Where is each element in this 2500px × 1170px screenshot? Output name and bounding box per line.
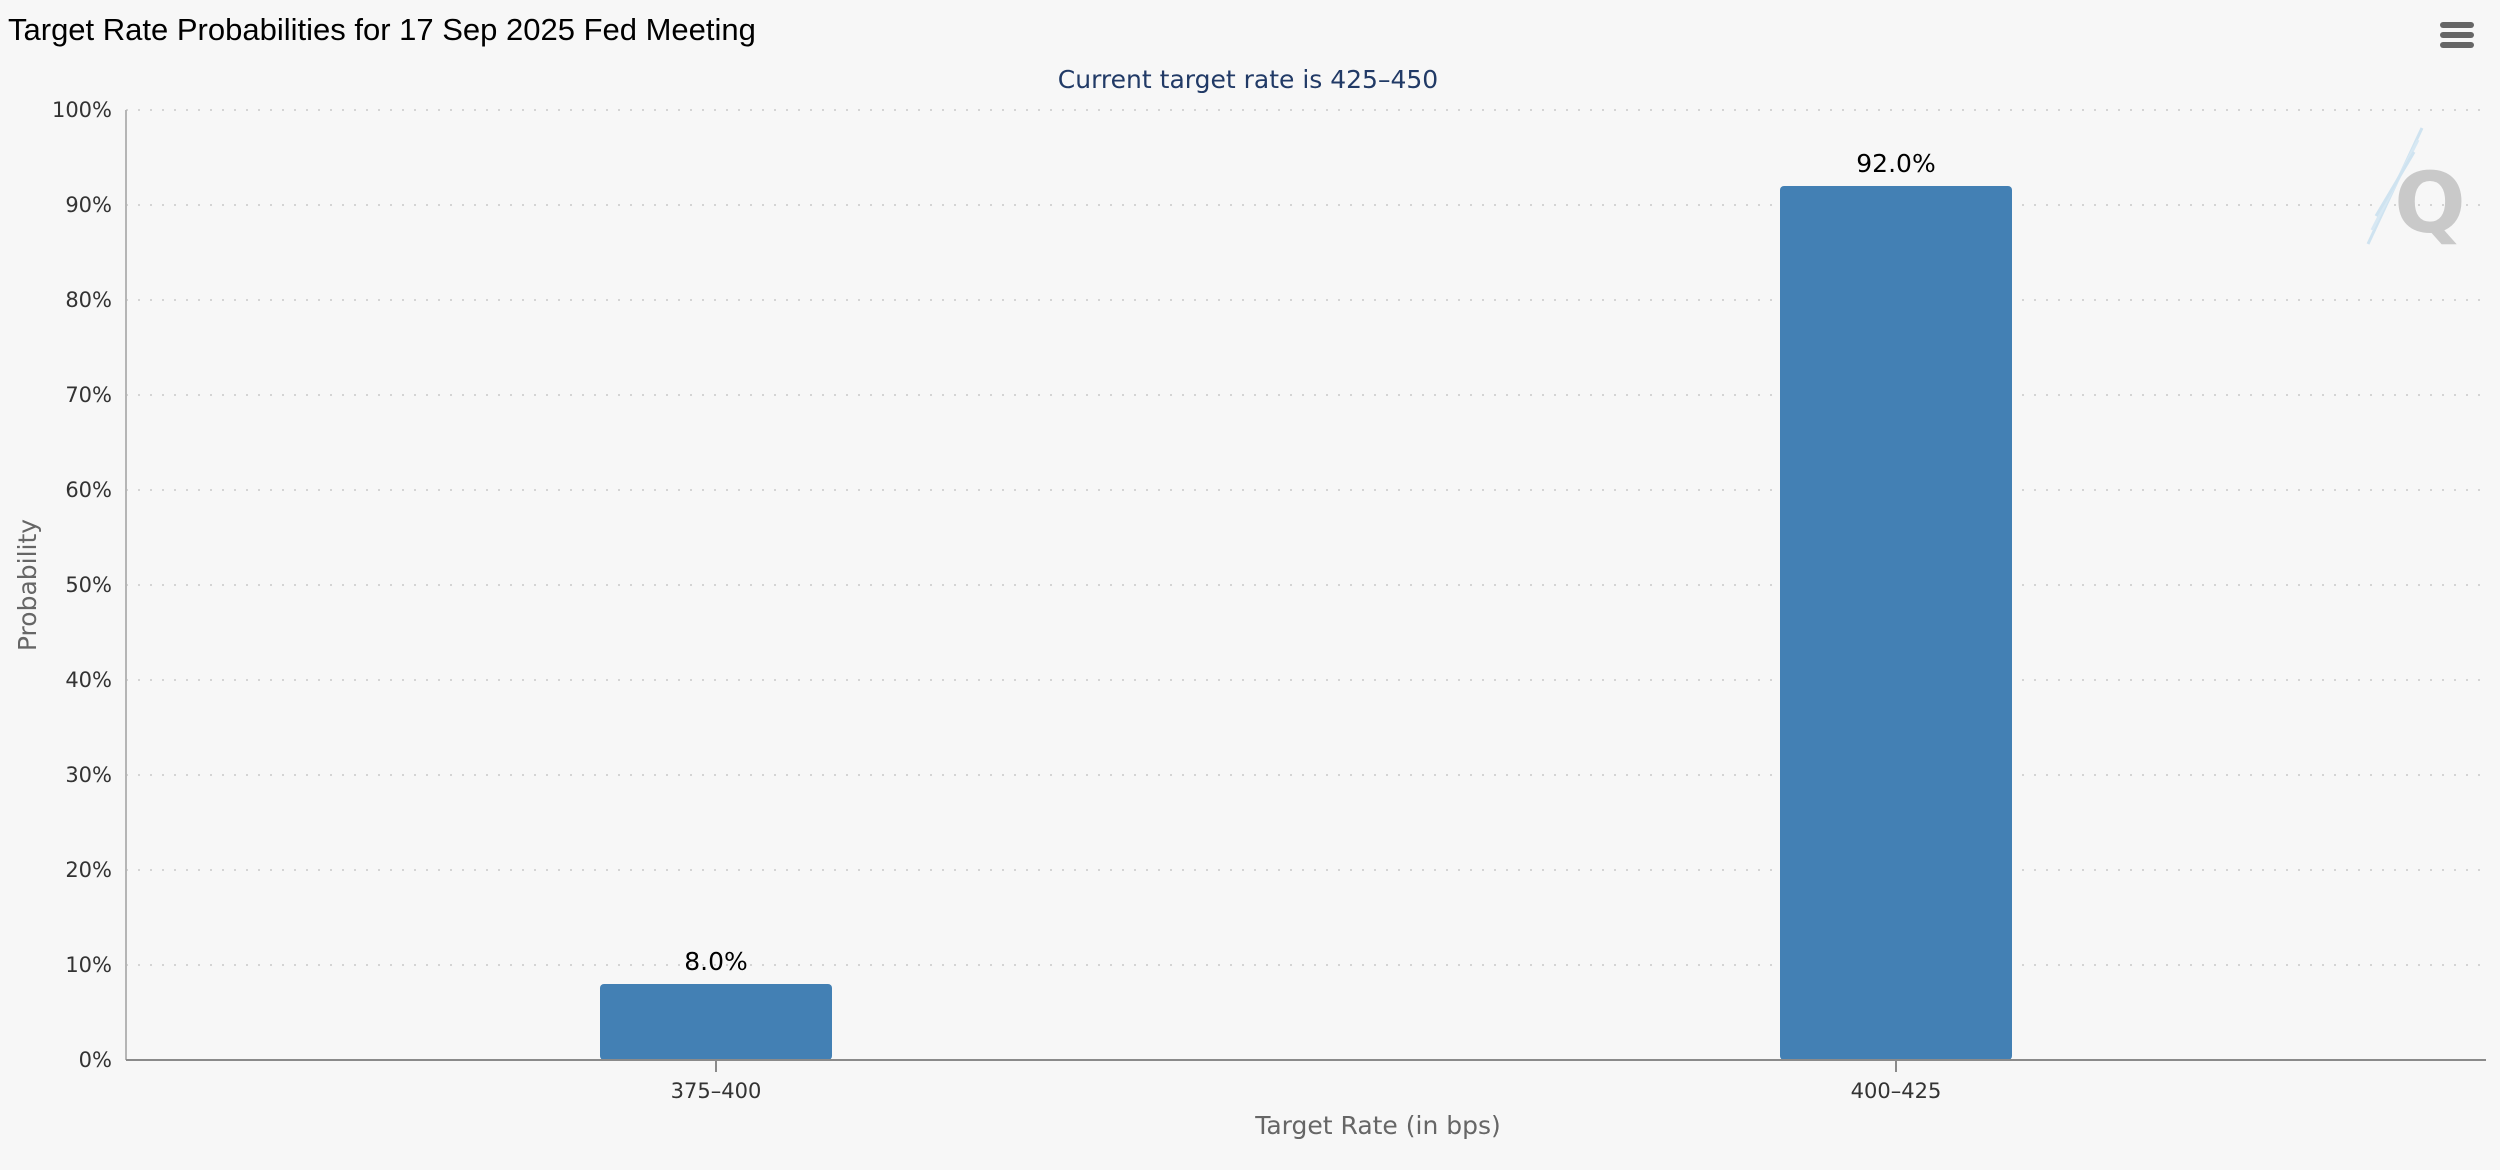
chart-title: Target Rate Probabilities for 17 Sep 202… — [8, 12, 756, 47]
y-tick-label: 30% — [65, 763, 112, 787]
hamburger-menu-icon-line — [2440, 42, 2474, 48]
gridlines — [126, 109, 2486, 966]
svg-text:Q: Q — [2394, 154, 2465, 252]
bars — [600, 186, 2012, 1060]
chart-menu-button[interactable] — [2440, 22, 2476, 56]
q-logo-watermark: Q — [2366, 127, 2466, 252]
y-tick-label: 20% — [65, 858, 112, 882]
x-tick-label: 375–400 — [671, 1079, 762, 1103]
hamburger-menu-icon-line — [2440, 32, 2474, 38]
y-tick-label: 10% — [65, 953, 112, 977]
x-axis-title: Target Rate (in bps) — [1254, 1111, 1501, 1140]
y-tick-label: 60% — [65, 478, 112, 502]
y-tick-label: 100% — [52, 98, 112, 122]
hamburger-menu-icon — [2440, 22, 2474, 28]
data-label: 8.0% — [684, 947, 748, 976]
y-tick-label: 50% — [65, 573, 112, 597]
data-labels: 8.0% 92.0% — [684, 149, 1935, 976]
chart-subtitle: Current target rate is 425–450 — [1058, 65, 1438, 94]
y-axis-title: Probability — [13, 519, 42, 651]
bar-2 — [1780, 186, 2012, 1060]
y-tick-label: 40% — [65, 668, 112, 692]
y-tick-label: 90% — [65, 193, 112, 217]
y-axis-tick-labels: 0% 10% 20% 30% 40% 50% 60% 70% 80% 90% 100% — [52, 98, 112, 1072]
data-label: 92.0% — [1856, 149, 1935, 178]
y-tick-label: 0% — [79, 1048, 112, 1072]
y-tick-label: 70% — [65, 383, 112, 407]
x-tick-label: 400–425 — [1851, 1079, 1942, 1103]
bar-1 — [600, 984, 832, 1060]
y-tick-label: 80% — [65, 288, 112, 312]
x-axis-tick-labels: 375–400 400–425 — [671, 1060, 1942, 1103]
